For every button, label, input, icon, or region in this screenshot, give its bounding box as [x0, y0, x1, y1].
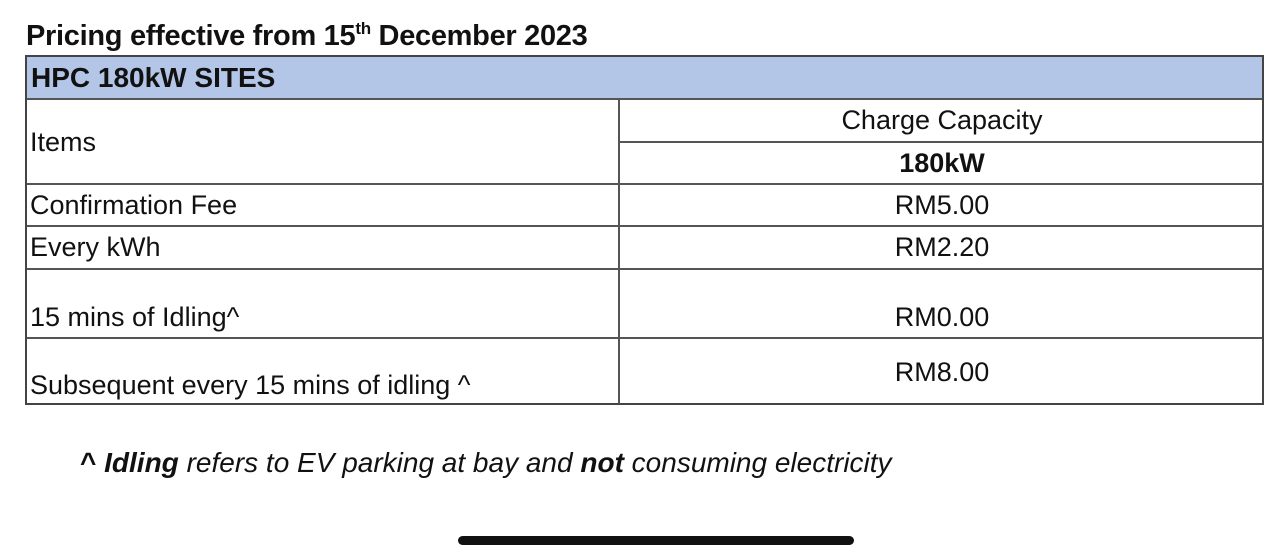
section-header-band: [27, 57, 1262, 98]
pricing-table: HPC 180kW SITES Items Charge Capacity 18…: [25, 55, 1264, 405]
row-item: Every kWh: [30, 232, 161, 262]
row-price: RM8.00: [894, 357, 990, 387]
capacity-header: Charge Capacity: [841, 105, 1043, 135]
page-title: Pricing effective from 15th December 202…: [26, 19, 588, 53]
footnote-text-end: consuming electricity: [623, 447, 892, 478]
footnote: ^ Idling refers to EV parking at bay and…: [80, 447, 892, 479]
footnote-bold-not: not: [580, 447, 624, 478]
title-rest: December 2023: [370, 20, 588, 52]
row-item: 15 mins of Idling^: [30, 302, 240, 332]
row-item: Subsequent every 15 mins of idling ^: [30, 370, 471, 400]
footnote-bold-idling: Idling: [104, 447, 179, 478]
row-price: RM2.20: [894, 232, 990, 262]
row-price: RM5.00: [894, 190, 990, 220]
home-indicator[interactable]: [458, 536, 854, 545]
footnote-text: refers to EV parking at bay and: [178, 447, 581, 478]
title-superscript: th: [355, 19, 371, 38]
items-header: Items: [30, 127, 97, 157]
capacity-value: 180kW: [899, 148, 985, 178]
section-title: HPC 180kW SITES: [31, 62, 276, 93]
footnote-caret: ^: [80, 447, 105, 478]
row-item: Confirmation Fee: [30, 190, 238, 220]
title-text: Pricing effective from 15: [26, 20, 356, 52]
row-price: RM0.00: [894, 302, 990, 332]
